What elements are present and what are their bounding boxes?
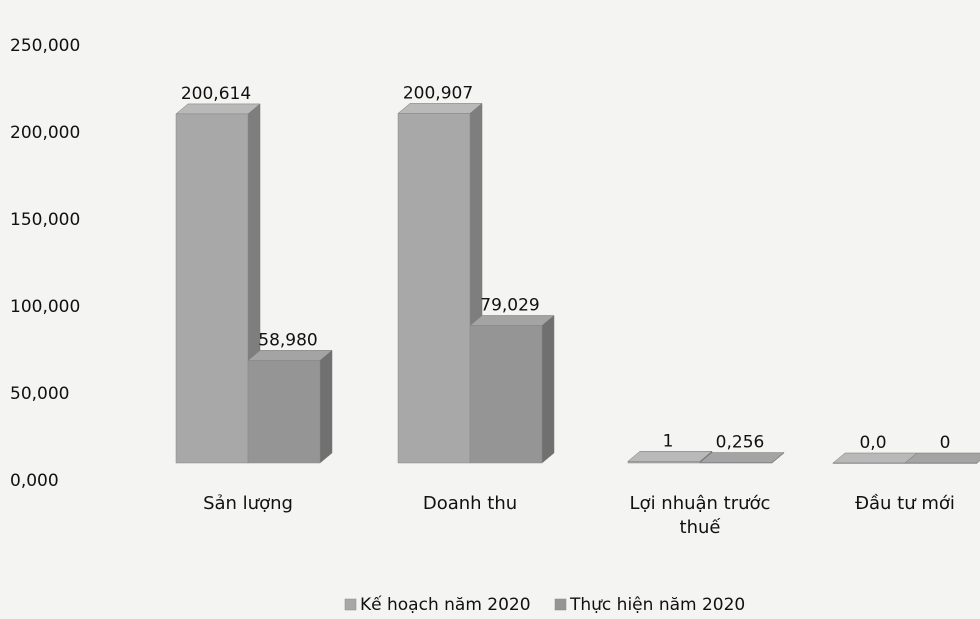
bar-top: [832, 452, 918, 464]
bar-top: [469, 315, 555, 326]
data-label: 0,256: [716, 433, 765, 453]
legend-swatch: [554, 598, 567, 611]
bar: [469, 325, 543, 464]
bar: [699, 462, 773, 464]
bar-top: [699, 452, 785, 463]
y-tick-label: 150,000: [10, 210, 80, 230]
x-tick-label: Lợi nhuận trước thuế: [629, 493, 771, 538]
data-label: 1: [663, 431, 674, 451]
bar: [247, 360, 321, 464]
data-label: 79,029: [480, 295, 539, 315]
y-tick-label: 0,000: [10, 471, 59, 491]
bar: [397, 113, 471, 464]
bar-top: [247, 350, 333, 361]
bar-top: [904, 452, 980, 464]
bar: [627, 461, 701, 464]
x-tick-label: Doanh thu: [422, 493, 518, 514]
y-tick-label: 50,000: [10, 384, 69, 404]
y-tick-label: 200,000: [10, 123, 80, 143]
data-label: 200,907: [403, 83, 473, 103]
bar-side: [319, 349, 333, 464]
data-label: 0,0: [859, 433, 886, 453]
bar: [832, 462, 906, 464]
bar-side: [541, 314, 555, 464]
data-label: 58,980: [258, 330, 317, 350]
legend-label: Kế hoạch năm 2020: [360, 594, 531, 615]
bar-top: [175, 103, 261, 115]
data-label: 200,614: [181, 84, 251, 104]
legend-swatch: [344, 598, 357, 611]
data-label: 0: [940, 433, 951, 453]
y-tick-label: 100,000: [10, 297, 80, 317]
bar: [904, 462, 978, 464]
bar-top: [627, 451, 713, 462]
x-label-box: Đầu tư mới: [855, 493, 955, 514]
x-label-box: Doanh thu: [422, 493, 518, 514]
x-label-box: Sản lượng: [203, 493, 293, 514]
legend-label: Thực hiện năm 2020: [569, 595, 745, 615]
y-tick-label: 250,000: [10, 36, 80, 56]
x-tick-label: Đầu tư mới: [855, 493, 955, 514]
x-tick-label: Sản lượng: [203, 493, 293, 514]
bar: [175, 113, 249, 464]
x-label-box: Lợi nhuận trước thuế: [629, 493, 771, 538]
bar-top: [397, 103, 483, 114]
